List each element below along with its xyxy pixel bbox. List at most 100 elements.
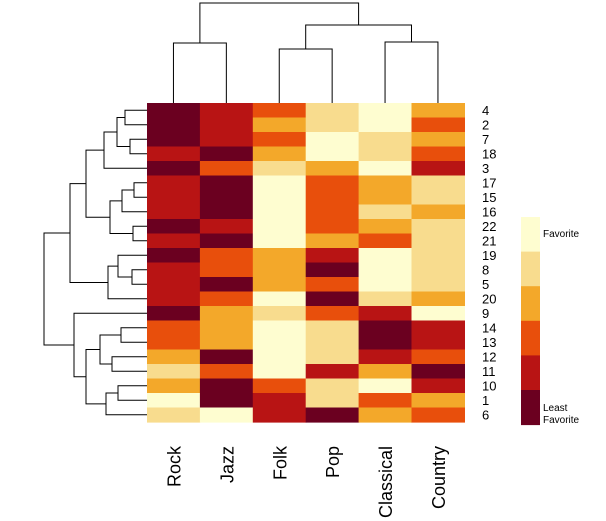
dendrogram-branch	[99, 334, 121, 365]
heatmap-cell	[411, 175, 465, 191]
heatmap-cell	[252, 117, 307, 133]
row-label: 17	[482, 175, 496, 190]
dendrogram-branch	[133, 182, 147, 198]
row-label: 21	[482, 233, 496, 248]
heatmap-cell	[411, 117, 465, 133]
heatmap-cell	[252, 204, 307, 220]
dendrogram-branch	[69, 183, 108, 283]
heatmap-cell	[411, 161, 465, 177]
heatmap-cell	[147, 378, 201, 394]
heatmap-cell	[358, 407, 413, 423]
heatmap-cell	[252, 364, 307, 380]
heatmap-cell	[199, 117, 254, 133]
heatmap-cell	[411, 291, 465, 307]
dendrogram-branch	[120, 327, 147, 343]
heatmap-cell	[411, 335, 465, 351]
heatmap-cell	[305, 364, 360, 380]
heatmap-cell	[252, 146, 307, 162]
heatmap-cell	[199, 393, 254, 409]
heatmap-cell	[147, 349, 201, 365]
row-label: 8	[482, 262, 489, 277]
color-legend: Favorite Least Favorite	[521, 217, 580, 426]
heatmap-cell	[147, 117, 201, 133]
heatmap-cell	[199, 233, 254, 249]
legend-low-label-line2: Favorite	[543, 415, 580, 426]
heatmap-cell	[147, 233, 201, 249]
heatmap-cell	[252, 233, 307, 249]
dendrogram-branch	[43, 232, 74, 346]
heatmap-cell	[305, 248, 360, 264]
heatmap-cell	[305, 146, 360, 162]
heatmap-cell	[411, 378, 465, 394]
heatmap-cell	[199, 190, 254, 206]
heatmap-cell	[305, 175, 360, 191]
row-label: 11	[482, 364, 496, 379]
heatmap-cell	[199, 248, 254, 264]
heatmap-cell	[411, 204, 465, 220]
heatmap-cell	[305, 378, 360, 394]
heatmap-cell	[411, 262, 465, 278]
dendrogram-branch	[105, 392, 147, 416]
heatmap-cell	[147, 219, 201, 235]
heatmap-cell	[305, 103, 360, 119]
dendrogram-branch	[85, 349, 106, 405]
heatmap-cell	[252, 378, 307, 394]
heatmap-cell	[305, 277, 360, 293]
heatmap-cell	[305, 262, 360, 278]
heatmap-cell	[147, 146, 201, 162]
dendrogram-branch	[85, 149, 110, 218]
heatmap-cell	[358, 219, 413, 235]
column-label: Jazz	[217, 446, 237, 483]
row-dendrogram	[43, 109, 147, 416]
heatmap-cell	[411, 219, 465, 235]
heatmap-cell	[252, 190, 307, 206]
heatmap-cell	[411, 277, 465, 293]
legend-swatch	[521, 390, 540, 426]
heatmap-cell	[305, 393, 360, 409]
heatmap-cell	[358, 175, 413, 191]
row-label: 3	[482, 161, 489, 176]
heatmap-cell	[305, 407, 360, 423]
heatmap-cell	[147, 132, 201, 148]
heatmap-cell	[305, 291, 360, 307]
heatmap-cell	[252, 349, 307, 365]
dendrogram-branch	[103, 131, 147, 169]
heatmap-cell	[147, 262, 201, 278]
heatmap-cell	[199, 407, 254, 423]
legend-swatch	[521, 217, 540, 253]
heatmap-cell	[305, 306, 360, 322]
column-dendrogram	[172, 2, 439, 103]
dendrogram-branch	[116, 117, 130, 147]
heatmap-cell	[252, 277, 307, 293]
row-label: 5	[482, 277, 489, 292]
heatmap-cell	[199, 103, 254, 119]
row-label: 4	[482, 103, 489, 118]
legend-swatch	[521, 320, 540, 356]
row-label: 7	[482, 132, 489, 147]
heatmap-cell	[147, 291, 201, 307]
heatmap-cell	[199, 161, 254, 177]
row-label: 18	[482, 146, 496, 161]
heatmap-cell	[411, 248, 465, 264]
dendrogram-branch	[124, 109, 147, 126]
heatmap-cell	[252, 248, 307, 264]
heatmap-cell	[199, 277, 254, 293]
heatmap-cell	[411, 349, 465, 365]
column-label: Pop	[323, 446, 343, 478]
heatmap-cell	[252, 262, 307, 278]
heatmap-cell	[147, 190, 201, 206]
legend-high-label: Favorite	[543, 229, 580, 240]
heatmap-cell	[411, 407, 465, 423]
heatmap-cell	[199, 306, 254, 322]
column-labels: Rock Jazz Folk Pop Classical Country	[164, 445, 449, 518]
heatmap-cell	[358, 320, 413, 336]
column-label: Classical	[376, 446, 396, 518]
heatmap-cell	[147, 393, 201, 409]
heatmap-cell	[147, 335, 201, 351]
heatmap-cell	[252, 219, 307, 235]
heatmap-cell	[358, 117, 413, 133]
heatmap-cell	[252, 320, 307, 336]
heatmap-cell	[411, 233, 465, 249]
dendrogram-branch	[73, 312, 147, 378]
